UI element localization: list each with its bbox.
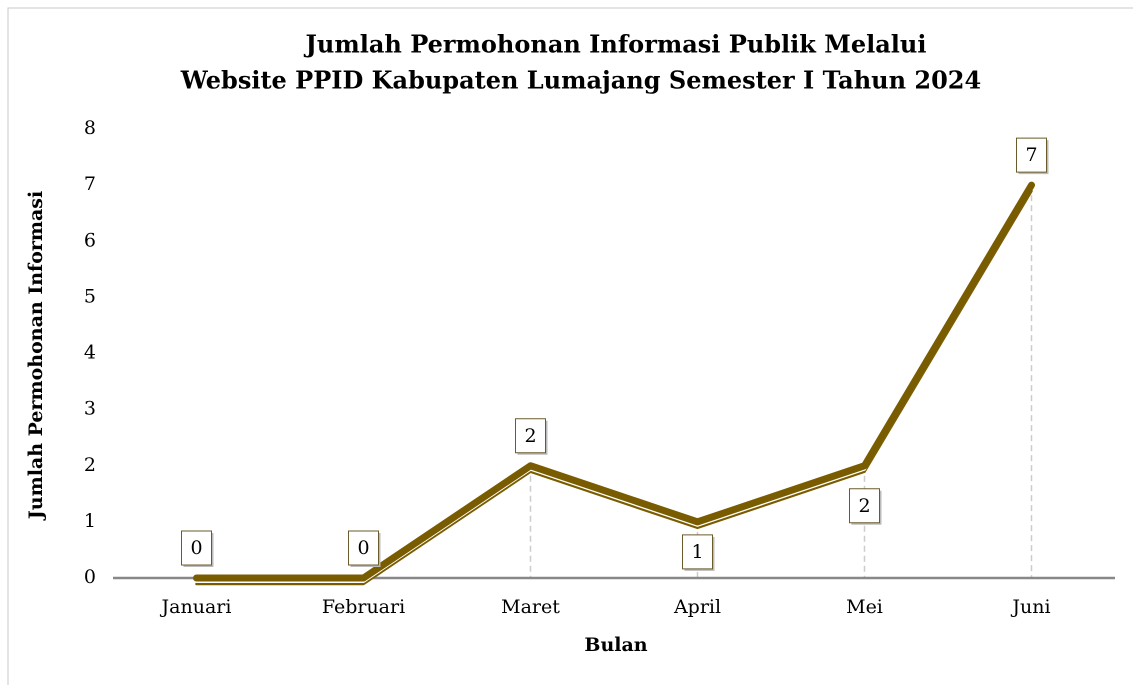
y-tick-label: 7 bbox=[84, 173, 96, 195]
x-tick-label: Februari bbox=[322, 596, 405, 618]
data-label: 2 bbox=[524, 425, 536, 447]
x-tick-label: Januari bbox=[160, 596, 232, 618]
y-tick-label: 4 bbox=[84, 342, 96, 364]
data-label-box bbox=[682, 534, 713, 570]
data-label: 7 bbox=[1025, 144, 1037, 166]
y-tick-label: 0 bbox=[84, 566, 96, 588]
y-tick-label: 3 bbox=[84, 398, 96, 420]
data-label-box bbox=[849, 488, 880, 524]
data-label: 1 bbox=[691, 541, 703, 563]
data-label: 0 bbox=[357, 537, 369, 559]
x-tick-label: April bbox=[673, 596, 721, 618]
x-axis-label: Bulan bbox=[584, 634, 647, 656]
line bbox=[193, 181, 1035, 582]
x-tick-label: Mei bbox=[846, 596, 883, 618]
data-label-box bbox=[348, 530, 379, 566]
y-axis-label: Jumlah Permohonan Informasi bbox=[25, 191, 47, 521]
chart-title: Website PPID Kabupaten Lumajang Semester… bbox=[180, 66, 981, 95]
data-label-box bbox=[515, 418, 546, 454]
chart-frame bbox=[7, 7, 1133, 689]
y-tick-label: 5 bbox=[84, 285, 96, 307]
y-tick-label: 2 bbox=[84, 454, 96, 476]
x-tick-label: Maret bbox=[501, 596, 560, 618]
y-tick-label: 6 bbox=[84, 229, 96, 251]
line-shadow bbox=[195, 189, 1033, 586]
line-gap bbox=[196, 187, 1033, 583]
y-tick-label: 8 bbox=[84, 117, 96, 139]
y-tick-label: 1 bbox=[84, 510, 96, 532]
data-label: 0 bbox=[190, 537, 202, 559]
data-label: 2 bbox=[858, 495, 870, 517]
x-tick-label: Juni bbox=[1010, 596, 1050, 618]
data-label-box bbox=[1016, 137, 1047, 173]
chart-title: Jumlah Permohonan Informasi Publik Melal… bbox=[304, 30, 927, 59]
data-label-box bbox=[181, 530, 212, 566]
